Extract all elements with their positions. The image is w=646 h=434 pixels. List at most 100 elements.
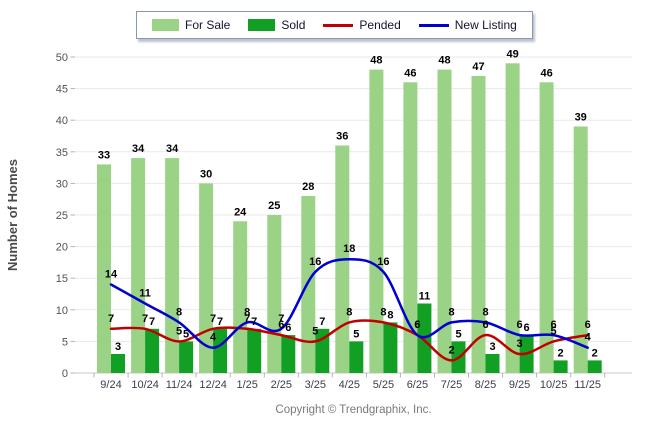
for-sale-bar bbox=[267, 215, 282, 373]
for-sale-value-label: 39 bbox=[575, 112, 587, 124]
pended-line-swatch bbox=[323, 23, 354, 27]
y-tick-label: 0 bbox=[62, 368, 68, 380]
for-sale-value-label: 34 bbox=[166, 143, 179, 155]
for-sale-value-label: 46 bbox=[540, 67, 552, 79]
y-tick-label: 35 bbox=[56, 147, 68, 159]
copyright-text: Copyright © Trendgraphix, Inc. bbox=[275, 404, 432, 416]
legend-item-for-sale: For Sale bbox=[152, 18, 230, 32]
x-tick-label: 10/25 bbox=[540, 379, 568, 391]
pended-value-label: 6 bbox=[482, 319, 488, 331]
y-tick-label: 50 bbox=[56, 52, 68, 64]
sold-swatch bbox=[248, 19, 276, 31]
pended-value-label: 6 bbox=[414, 319, 420, 331]
new-listing-value-label: 14 bbox=[105, 269, 118, 281]
for-sale-value-label: 24 bbox=[234, 206, 247, 218]
for-sale-bar bbox=[505, 63, 520, 374]
x-tick-label: 6/25 bbox=[407, 379, 428, 391]
x-tick-label: 11/24 bbox=[166, 379, 193, 391]
pended-value-label: 6 bbox=[278, 319, 284, 331]
sold-value-label: 8 bbox=[387, 309, 393, 321]
for-sale-value-label: 49 bbox=[506, 48, 518, 60]
for-sale-value-label: 30 bbox=[200, 168, 212, 180]
sold-value-label: 3 bbox=[115, 341, 121, 353]
pended-value-label: 5 bbox=[312, 325, 318, 337]
sold-bar bbox=[349, 341, 364, 373]
pended-value-label: 7 bbox=[142, 313, 148, 325]
x-tick-label: 4/25 bbox=[339, 379, 360, 391]
legend-label-sold: Sold bbox=[281, 18, 306, 32]
x-tick-label: 1/25 bbox=[236, 379, 257, 391]
for-sale-value-label: 36 bbox=[336, 131, 348, 143]
for-sale-value-label: 46 bbox=[404, 67, 416, 79]
sold-value-label: 7 bbox=[251, 316, 257, 328]
for-sale-bar bbox=[539, 82, 554, 374]
sold-bar bbox=[179, 341, 194, 373]
sold-bar bbox=[281, 335, 296, 373]
legend-item-sold: Sold bbox=[248, 18, 305, 32]
sold-value-label: 11 bbox=[419, 291, 431, 303]
new-listing-value-label: 8 bbox=[176, 306, 182, 318]
sold-value-label: 5 bbox=[455, 328, 461, 340]
pended-value-label: 7 bbox=[244, 313, 250, 325]
new-listing-value-label: 8 bbox=[244, 306, 250, 318]
sold-value-label: 5 bbox=[353, 328, 359, 340]
for-sale-bar bbox=[403, 82, 418, 374]
for-sale-bar bbox=[437, 69, 452, 373]
legend-label-pended: Pended bbox=[359, 18, 401, 32]
y-tick-label: 45 bbox=[56, 84, 68, 96]
for-sale-value-label: 28 bbox=[302, 181, 314, 193]
sold-value-label: 5 bbox=[183, 328, 189, 340]
pended-value-label: 3 bbox=[517, 338, 523, 350]
y-tick-label: 25 bbox=[56, 210, 68, 222]
for-sale-bar bbox=[199, 183, 214, 373]
y-tick-label: 20 bbox=[56, 242, 68, 254]
for-sale-bar bbox=[97, 164, 111, 373]
new-listing-value-label: 6 bbox=[517, 319, 523, 331]
sold-value-label: 2 bbox=[558, 347, 564, 359]
for-sale-value-label: 48 bbox=[438, 55, 450, 67]
sold-bar bbox=[247, 328, 262, 373]
new-listing-value-label: 6 bbox=[414, 319, 420, 331]
for-sale-bar bbox=[471, 76, 486, 373]
y-axis-title: Number of Homes bbox=[5, 159, 20, 271]
new-listing-line bbox=[109, 257, 589, 349]
x-tick-label: 12/24 bbox=[199, 379, 227, 391]
pended-value-label: 7 bbox=[108, 313, 114, 325]
for-sale-bar bbox=[131, 158, 146, 373]
legend-item-new-listing: New Listing bbox=[418, 18, 517, 32]
for-sale-value-label: 33 bbox=[98, 149, 110, 161]
pended-value-label: 8 bbox=[380, 306, 386, 318]
for-sale-swatch bbox=[152, 19, 179, 31]
for-sale-bar bbox=[233, 221, 248, 373]
x-tick-label: 8/25 bbox=[475, 379, 496, 391]
sold-bar bbox=[553, 360, 568, 373]
x-tick-label: 9/25 bbox=[509, 379, 530, 391]
sold-value-label: 7 bbox=[319, 316, 325, 328]
for-sale-value-label: 25 bbox=[268, 200, 280, 212]
pended-value-label: 5 bbox=[551, 325, 557, 337]
sold-value-label: 6 bbox=[285, 322, 291, 334]
for-sale-value-label: 48 bbox=[370, 55, 382, 67]
x-tick-label: 7/25 bbox=[441, 379, 462, 391]
y-tick-label: 40 bbox=[56, 115, 68, 127]
x-tick-label: 5/25 bbox=[373, 379, 394, 391]
x-tick-label: 10/24 bbox=[131, 379, 159, 391]
y-tick-label: 30 bbox=[56, 178, 68, 190]
sold-value-label: 2 bbox=[592, 347, 598, 359]
new-listing-value-label: 16 bbox=[377, 256, 389, 268]
new-listing-value-label: 16 bbox=[309, 256, 321, 268]
legend-label-for-sale: For Sale bbox=[185, 18, 231, 32]
x-tick-label: 2/25 bbox=[271, 379, 292, 391]
sold-value-label: 7 bbox=[217, 316, 223, 328]
pended-line bbox=[109, 319, 589, 362]
pended-value-label: 6 bbox=[585, 319, 591, 331]
sold-bar bbox=[111, 354, 125, 373]
y-tick-label: 10 bbox=[56, 305, 68, 317]
y-tick-label: 15 bbox=[56, 273, 68, 285]
legend-label-new-listing: New Listing bbox=[454, 18, 517, 32]
sold-bar bbox=[587, 360, 602, 373]
new-listing-value-label: 6 bbox=[551, 319, 557, 331]
new-listing-line-swatch bbox=[418, 23, 449, 27]
